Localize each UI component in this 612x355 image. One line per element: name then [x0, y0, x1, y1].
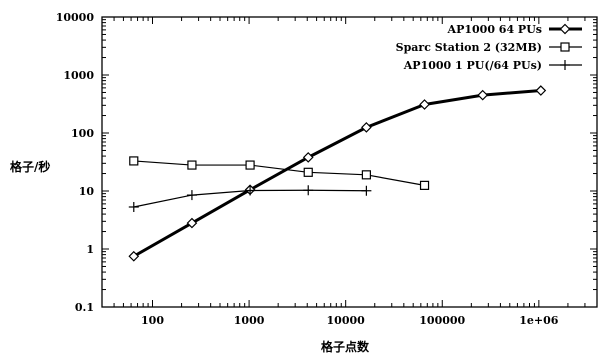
data-point [361, 122, 372, 133]
legend-entry: AP1000 64 PUs [447, 23, 582, 36]
x-axis-title: 格子点数 [321, 339, 370, 354]
series-1 [128, 85, 547, 262]
data-point [535, 85, 547, 96]
legend-label: AP1000 1 PU(/64 PUs) [403, 59, 542, 72]
data-point [303, 185, 314, 196]
legend-label: Sparc Station 2 (32MB) [396, 41, 542, 54]
x-tick-label: 100000 [419, 314, 465, 327]
y-tick-label: 1000 [63, 69, 94, 82]
series-line [133, 160, 425, 186]
y-tick-label: 1 [86, 243, 94, 256]
data-point [477, 89, 489, 101]
data-point [361, 185, 372, 196]
data-point [303, 167, 313, 177]
legend-label: AP1000 64 PUs [447, 23, 542, 36]
y-tick-label: 0.1 [75, 301, 94, 314]
data-point [128, 201, 139, 212]
data-point [302, 152, 314, 163]
data-point [361, 170, 371, 180]
legend-entry: AP1000 1 PU(/64 PUs) [403, 59, 582, 72]
data-point [245, 160, 255, 170]
x-tick-label: 100 [141, 314, 164, 327]
legend-entry: Sparc Station 2 (32MB) [396, 41, 582, 54]
legend-marker [559, 23, 571, 35]
y-tick-label: 100 [71, 127, 94, 140]
series-3 [128, 185, 372, 212]
plot-area-frame [101, 16, 598, 308]
y-tick-label: 10 [79, 185, 95, 198]
legend-marker [560, 42, 570, 52]
data-point [186, 190, 197, 201]
x-tick-label: 1000 [234, 314, 265, 327]
data-point [128, 250, 140, 262]
legend-marker [560, 60, 570, 70]
x-tick-label: 10000 [327, 314, 366, 327]
x-tick-label: 1e+06 [519, 314, 559, 327]
data-point [419, 99, 430, 110]
y-tick-label: 10000 [56, 11, 95, 24]
series-2 [129, 156, 430, 190]
data-point [419, 180, 430, 190]
data-point [129, 156, 139, 166]
series-line [133, 89, 541, 258]
data-point [186, 217, 198, 229]
data-point [187, 160, 197, 170]
y-axis-title: 格子/秒 [10, 159, 50, 174]
data-point [245, 185, 256, 196]
